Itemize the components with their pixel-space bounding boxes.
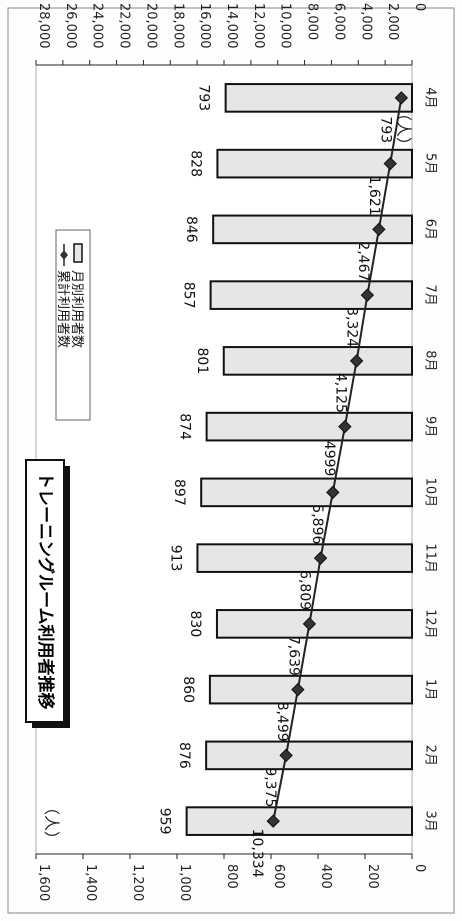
bar bbox=[185, 806, 413, 836]
cumulative-line bbox=[272, 97, 403, 822]
category-label: 10月 bbox=[423, 478, 438, 508]
secondary-axis-tick-label: 22,000 bbox=[117, 3, 132, 49]
category-label: 1月 bbox=[423, 679, 438, 700]
bar bbox=[216, 148, 413, 179]
secondary-axis-tick-label: 14,000 bbox=[224, 3, 239, 49]
bar bbox=[208, 674, 413, 705]
category-label: 2月 bbox=[423, 745, 438, 766]
legend-bar-swatch bbox=[73, 243, 83, 263]
secondary-axis-tick-label: 28,000 bbox=[36, 3, 51, 49]
secondary-axis-tick-label: 26,000 bbox=[63, 3, 78, 49]
chart-title-box: トレーニングルーム利用者推移 bbox=[25, 459, 70, 728]
secondary-axis-tick-label: 20,000 bbox=[143, 3, 158, 49]
secondary-axis-tick-label: 6,000 bbox=[331, 3, 346, 40]
line-value-label: 4999 bbox=[321, 441, 337, 477]
primary-axis-tick-label: 800 bbox=[224, 864, 239, 889]
line-value-label: 2,467 bbox=[355, 241, 371, 281]
bar-value-label: 801 bbox=[194, 348, 210, 375]
legend-line-marker bbox=[60, 250, 68, 260]
bar bbox=[205, 740, 413, 771]
line-marker bbox=[326, 485, 340, 500]
primary-axis-tick-label: 1,400 bbox=[83, 864, 98, 901]
line-marker bbox=[279, 748, 293, 763]
bar-value-label: 860 bbox=[180, 676, 196, 703]
line-marker bbox=[394, 91, 409, 105]
primary-axis-unit: （人） bbox=[42, 799, 61, 847]
bar-value-label: 874 bbox=[177, 413, 193, 440]
category-label: 4月 bbox=[423, 87, 438, 108]
secondary-axis-tick-label: 18,000 bbox=[170, 3, 185, 49]
category-label: 8月 bbox=[423, 350, 438, 371]
primary-axis-tick-label: 0 bbox=[412, 864, 427, 872]
bar bbox=[196, 543, 413, 573]
line-value-label: 5,896 bbox=[309, 504, 325, 544]
plot-border bbox=[35, 64, 413, 855]
chart-frame: 0 200 400 600 800 1,000 1,200 1,400 1,600 0 2,000 4… bbox=[7, 3, 455, 914]
line-value-label: 6,809 bbox=[297, 570, 313, 610]
chart-title: トレーニングルーム利用者推移 bbox=[35, 472, 56, 710]
legend-box bbox=[55, 229, 91, 421]
line-marker bbox=[372, 222, 386, 237]
bar-value-label: 857 bbox=[181, 282, 197, 309]
bar-value-label: 913 bbox=[167, 545, 183, 572]
primary-axis-tick-label: 1,200 bbox=[130, 864, 145, 901]
line-marker bbox=[338, 419, 352, 434]
category-label: 6月 bbox=[423, 219, 438, 240]
legend-label-monthly: 月別利用者数 bbox=[69, 270, 84, 348]
secondary-axis-tick-label: 4,000 bbox=[358, 3, 373, 40]
line-marker bbox=[360, 288, 375, 302]
line-value-label: 3,324 bbox=[343, 307, 359, 347]
line-marker bbox=[291, 682, 305, 697]
title-box bbox=[25, 459, 65, 723]
bar bbox=[205, 411, 413, 442]
category-label: 11月 bbox=[423, 543, 438, 573]
line-marker bbox=[266, 814, 280, 828]
category-label: 7月 bbox=[423, 284, 438, 305]
secondary-axis-tick-label: 0 bbox=[412, 3, 427, 11]
bar bbox=[222, 346, 413, 376]
line-value-label: 793 bbox=[377, 117, 393, 144]
primary-axis-tick-label: 600 bbox=[271, 864, 286, 889]
line-marker bbox=[349, 354, 364, 368]
bar-value-label: 959 bbox=[157, 808, 173, 835]
category-label: 12月 bbox=[423, 609, 438, 639]
line-marker bbox=[302, 617, 317, 631]
primary-axis-tick-label: 1,000 bbox=[177, 864, 192, 901]
line-marker bbox=[383, 156, 397, 171]
line-value-label: 9,375 bbox=[262, 767, 278, 807]
category-label: 5月 bbox=[423, 153, 438, 174]
line-marker bbox=[313, 551, 328, 565]
line-value-label: 4,125 bbox=[333, 373, 349, 413]
secondary-axis-tick-label: 8,000 bbox=[305, 3, 320, 40]
secondary-axis-tick-label: 16,000 bbox=[197, 3, 212, 49]
bar bbox=[200, 477, 413, 508]
line-value-label: 7,639 bbox=[285, 636, 301, 676]
line-value-label: 10,334 bbox=[249, 829, 265, 878]
category-label: 3月 bbox=[423, 810, 438, 831]
category-label: 9月 bbox=[423, 416, 438, 437]
bar-value-label: 793 bbox=[196, 85, 212, 112]
line-value-label: 8,499 bbox=[274, 702, 290, 742]
bar-value-label: 876 bbox=[176, 742, 192, 769]
bar-value-label: 897 bbox=[171, 479, 187, 506]
bar-value-label: 846 bbox=[183, 216, 199, 243]
outer-border bbox=[7, 7, 455, 914]
legend-label-cumulative: 累計利用者数 bbox=[55, 270, 71, 348]
bar bbox=[209, 280, 413, 310]
primary-axis-tick-label: 1,600 bbox=[36, 864, 51, 901]
bar-value-label: 828 bbox=[187, 150, 203, 177]
secondary-axis-tick-label: 24,000 bbox=[90, 3, 105, 49]
primary-axis-tick-label: 200 bbox=[365, 864, 380, 889]
secondary-axis-tick-label: 12,000 bbox=[251, 3, 266, 49]
primary-axis-tick-label: 400 bbox=[318, 864, 333, 889]
secondary-axis-tick-label: 10,000 bbox=[278, 3, 293, 49]
bar-value-label: 830 bbox=[187, 611, 203, 638]
plot-area: 793 828 846 857 801 874 897 913 830 860 876 959 793 1… bbox=[157, 83, 413, 878]
bar bbox=[224, 83, 413, 113]
secondary-axis-tick-label: 2,000 bbox=[385, 3, 400, 40]
line-value-label: 1,621 bbox=[366, 176, 382, 216]
